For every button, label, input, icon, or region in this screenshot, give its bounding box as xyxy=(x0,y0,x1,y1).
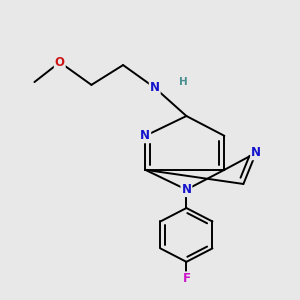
Text: H: H xyxy=(179,77,188,87)
Text: F: F xyxy=(182,272,190,285)
Text: O: O xyxy=(55,56,65,69)
Text: N: N xyxy=(251,146,261,159)
Text: N: N xyxy=(182,183,191,196)
Text: N: N xyxy=(150,81,160,94)
Text: N: N xyxy=(140,129,150,142)
